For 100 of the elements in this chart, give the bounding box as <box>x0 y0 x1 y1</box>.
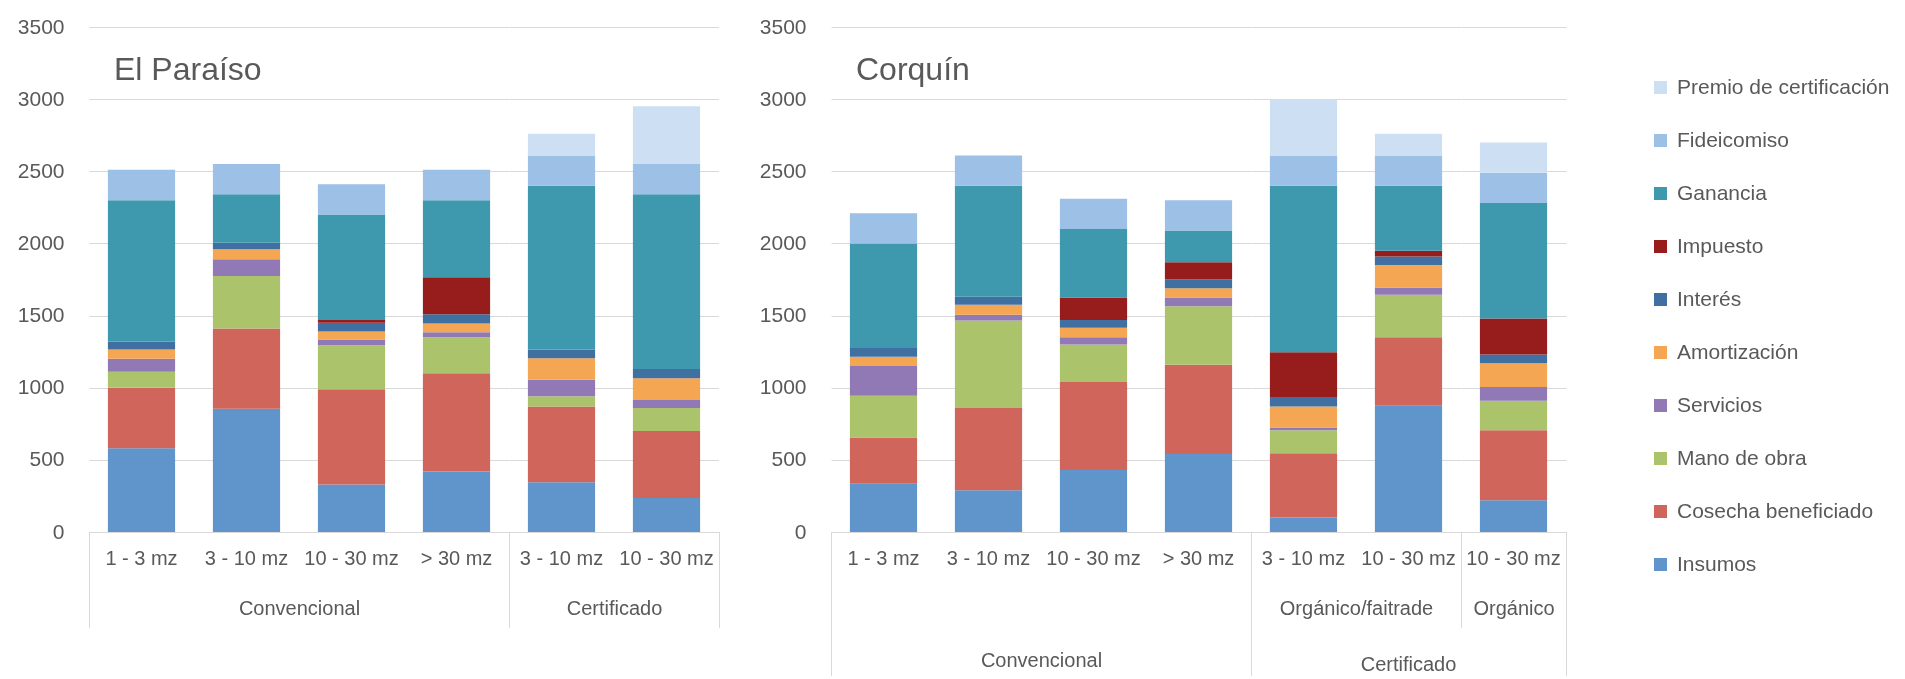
bar <box>317 184 386 215</box>
bar <box>1269 517 1338 532</box>
x-tick-label: 3 - 10 mz <box>1261 546 1346 569</box>
y-tick-label: 0 <box>794 519 807 543</box>
bar <box>954 490 1023 532</box>
bar <box>1059 229 1128 298</box>
bar <box>849 366 918 396</box>
bar <box>422 337 491 374</box>
x-axis-title: Convencional <box>980 648 1103 671</box>
bar <box>1059 344 1128 382</box>
legend-label: Ganancia <box>1677 180 1768 204</box>
bar <box>527 406 596 483</box>
x-tick-label: 3 - 10 mz <box>946 546 1031 569</box>
bar <box>954 407 1023 491</box>
bar <box>1269 406 1338 428</box>
legend-label: Insumos <box>1677 551 1757 575</box>
bar <box>1374 265 1443 288</box>
bar <box>212 408 281 532</box>
bar <box>527 155 596 186</box>
y-tick-label: 2500 <box>17 158 65 182</box>
bar <box>212 328 281 409</box>
bar <box>954 296 1023 305</box>
bar <box>1059 319 1128 328</box>
text: Certificado <box>1359 652 1458 676</box>
bar <box>954 155 1023 186</box>
bar <box>1059 297 1128 320</box>
bar <box>1269 185 1338 353</box>
bar <box>1164 262 1233 280</box>
bar <box>632 106 701 165</box>
bar <box>1164 288 1233 298</box>
x-axis-title: Convencional <box>238 596 361 619</box>
bar <box>107 448 176 532</box>
bar <box>632 498 701 532</box>
bar <box>1479 172 1548 204</box>
bar <box>632 194 701 369</box>
bar <box>849 213 918 244</box>
x-tick-label: 1 - 3 mz <box>847 546 920 569</box>
bar <box>1479 142 1548 173</box>
bar <box>1059 381 1128 470</box>
bar <box>212 242 281 250</box>
x-tick-label: 10 - 30 mz <box>1361 546 1456 569</box>
bar <box>212 275 281 329</box>
bar <box>1269 430 1338 454</box>
legend-label: Cosecha beneficiado <box>1677 498 1874 522</box>
bar <box>317 331 386 340</box>
bar <box>317 339 386 346</box>
bar <box>1269 397 1338 407</box>
bar <box>1479 500 1548 532</box>
bar <box>1059 337 1128 345</box>
y-tick-label: 3000 <box>17 86 65 110</box>
bar <box>317 214 386 320</box>
bar <box>107 169 176 201</box>
bar <box>1164 454 1233 532</box>
bar <box>422 471 491 532</box>
bar <box>527 349 596 359</box>
bar <box>954 304 1023 315</box>
y-tick-label: 2500 <box>759 158 807 182</box>
legend-label: Servicios <box>1677 392 1763 416</box>
bar <box>1374 405 1443 532</box>
legend-label: Fideicomiso <box>1677 127 1790 151</box>
x-tick-label: 3 - 10 mz <box>519 546 604 569</box>
bar <box>1374 337 1443 406</box>
bar <box>527 482 596 532</box>
bar <box>1374 133 1443 156</box>
bar <box>1269 453 1338 518</box>
bar <box>1479 430 1548 501</box>
y-tick-label: 0 <box>52 519 65 543</box>
bar <box>1164 306 1233 365</box>
bar <box>107 371 176 388</box>
bar <box>1059 198 1128 229</box>
bar <box>107 349 176 359</box>
legend-label: Interés <box>1677 286 1742 310</box>
x-tick-label: 10 - 30 mz <box>304 546 399 569</box>
bar <box>1374 185 1443 251</box>
bar <box>317 322 386 332</box>
bar <box>107 387 176 449</box>
bar <box>422 332 491 338</box>
bar <box>1374 256 1443 266</box>
x-tick-label: 3 - 10 mz <box>204 546 289 569</box>
y-tick-label: 500 <box>771 447 807 471</box>
bar <box>1059 327 1128 338</box>
bar <box>1269 352 1338 398</box>
bar <box>1164 297 1233 307</box>
y-tick-label: 3000 <box>759 86 807 110</box>
x-tick-label: > 30 mz <box>1162 546 1235 569</box>
bar <box>1164 279 1233 289</box>
bar <box>107 358 176 372</box>
bar <box>1269 155 1338 186</box>
x-tick-label: 10 - 30 mz <box>1466 546 1561 569</box>
bar <box>1479 363 1548 387</box>
bar <box>632 378 701 400</box>
bar <box>317 345 386 390</box>
bar <box>954 314 1023 321</box>
x-tick-label: 10 - 30 mz <box>619 546 714 569</box>
bar <box>954 185 1023 297</box>
legend-label: Mano de obra <box>1677 445 1807 469</box>
legend-label: Premio de certificación <box>1677 74 1890 98</box>
x-tick-label: 1 - 3 mz <box>105 546 178 569</box>
x-tick-label: > 30 mz <box>420 546 493 569</box>
bar <box>317 484 386 532</box>
